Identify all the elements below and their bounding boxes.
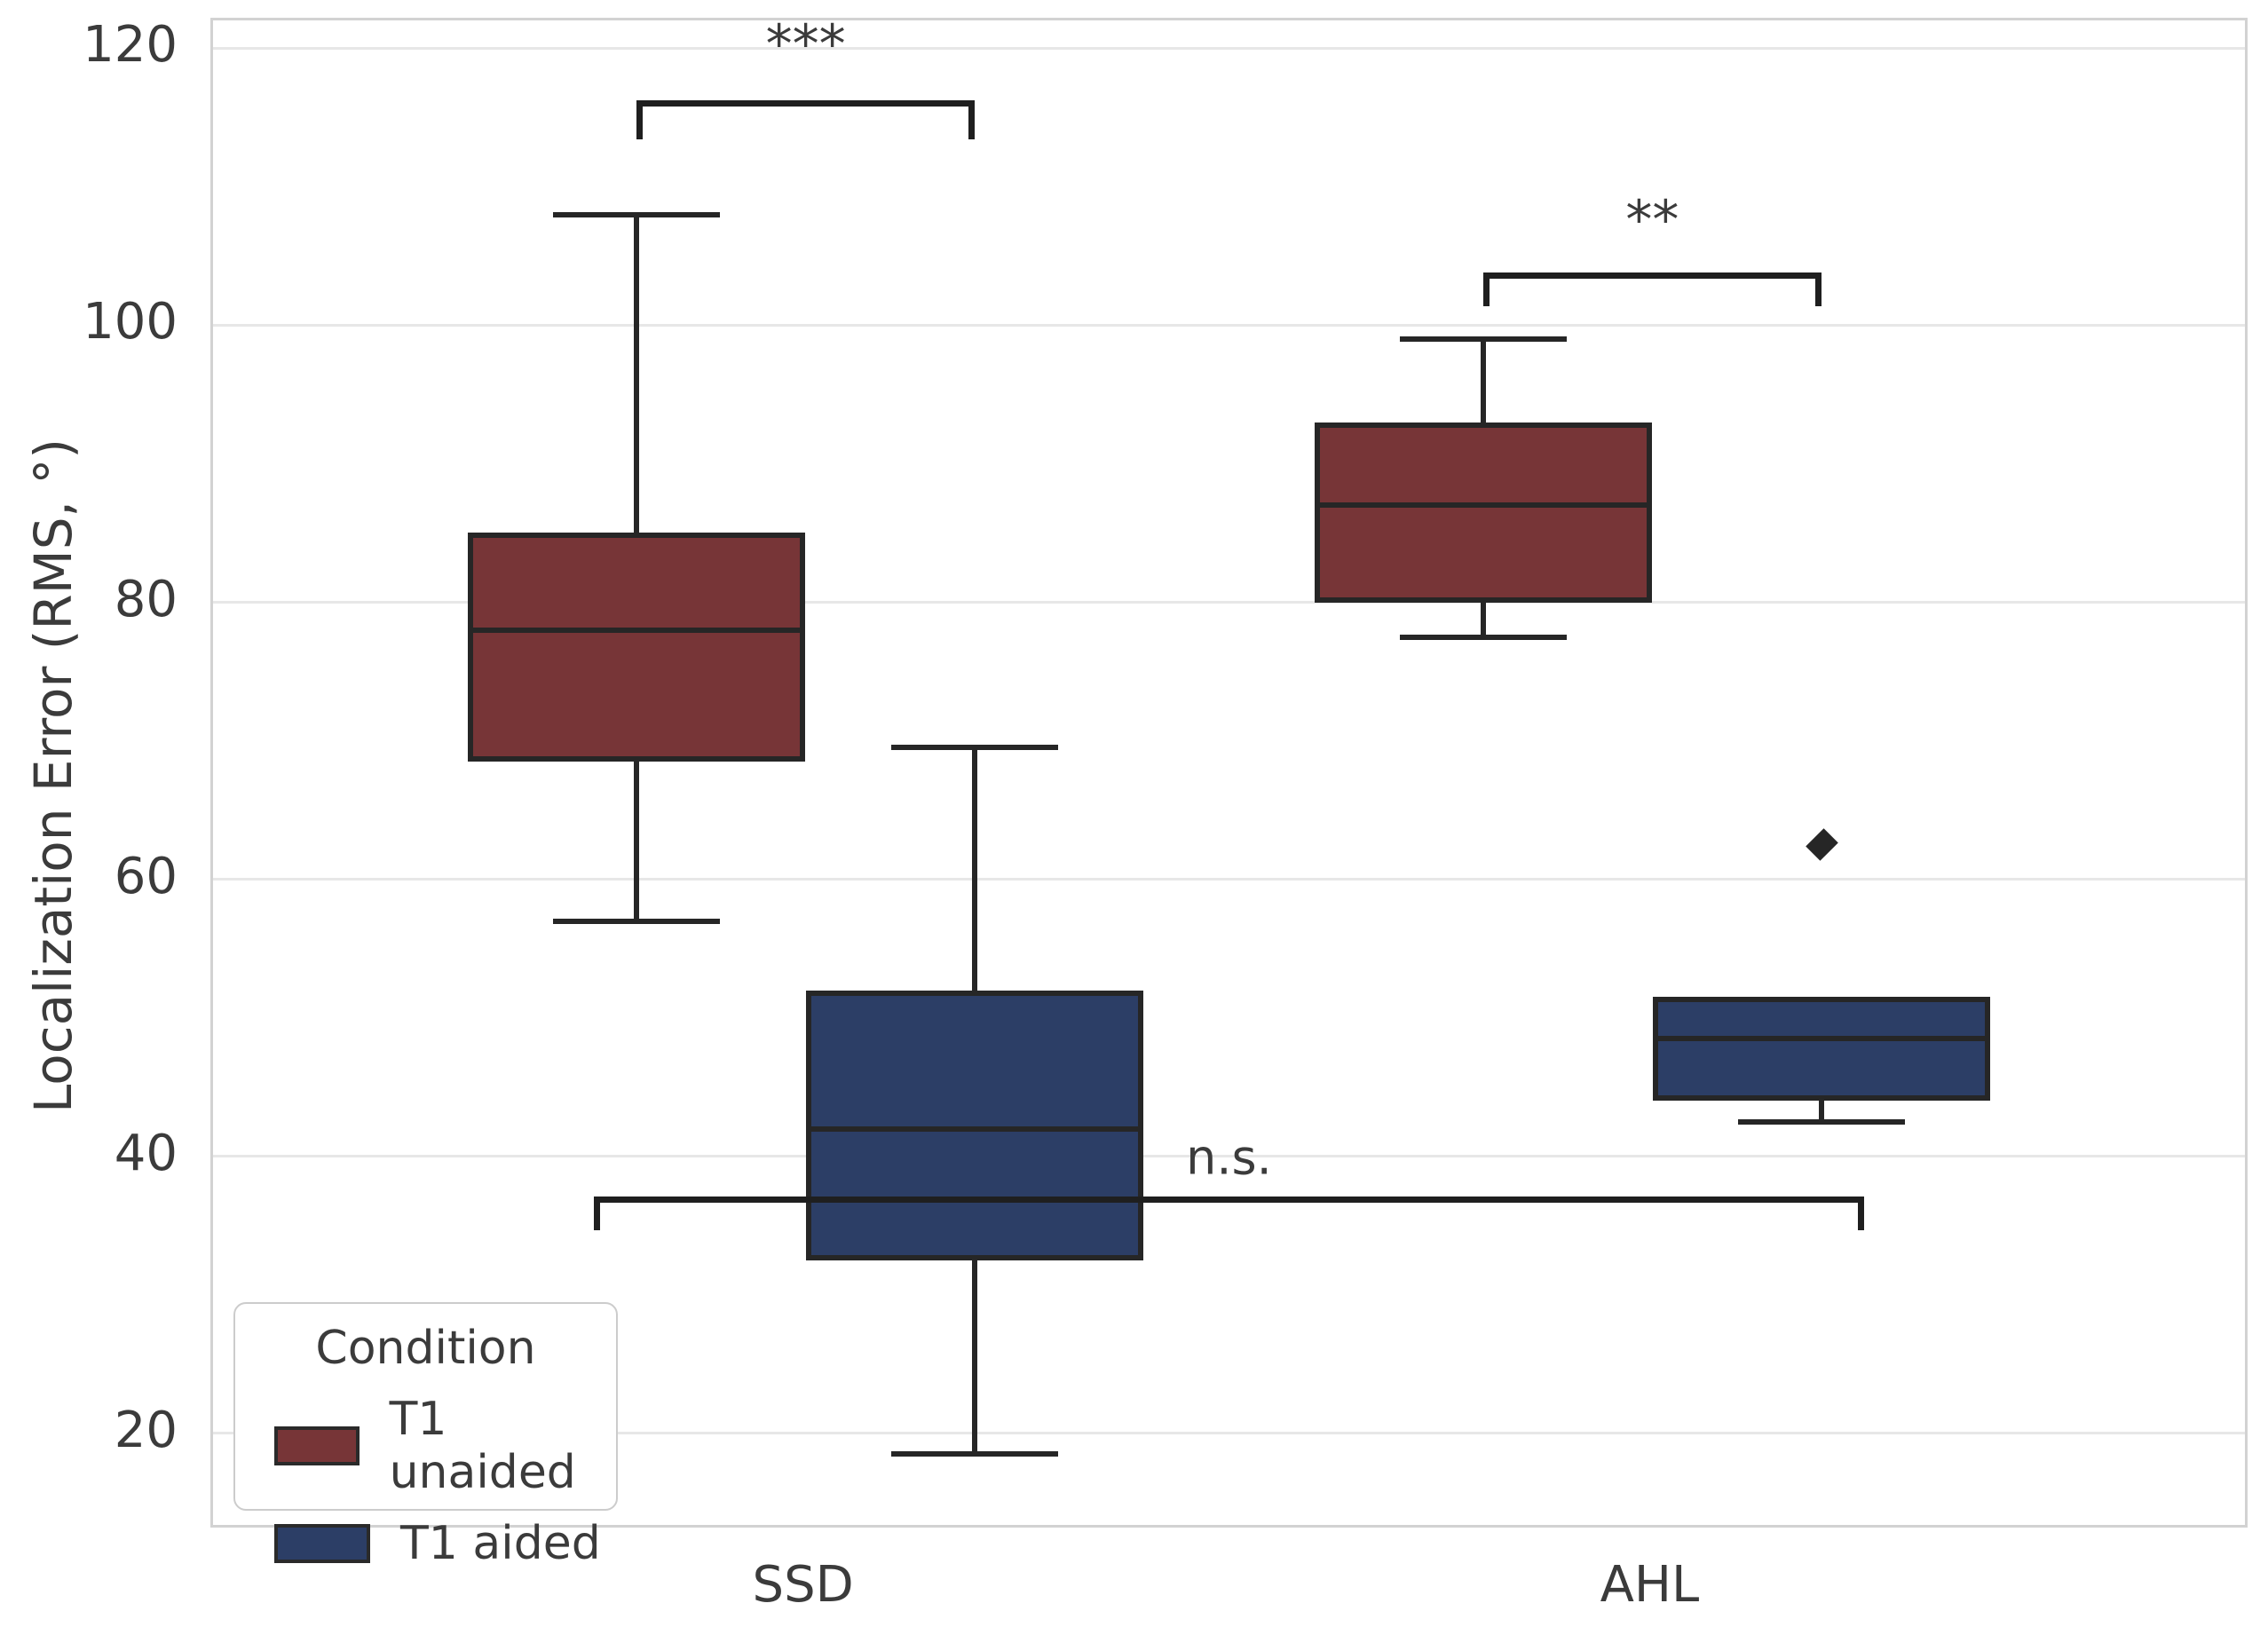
legend: Condition T1 unaided T1 aided [233, 1302, 618, 1570]
significance-tick-left [1482, 275, 1490, 306]
y-tick-label: 80 [114, 570, 178, 628]
significance-tick-left [594, 1199, 601, 1230]
whisker-cap-lower [1399, 634, 1567, 640]
whisker-cap-upper [1399, 336, 1567, 342]
significance-label: ** [1625, 188, 1679, 251]
y-tick-label: 20 [114, 1401, 178, 1459]
y-tick-label: 60 [114, 847, 178, 905]
median-line [806, 1125, 1144, 1132]
y-axis-label: Localization Error (RMS, °) [23, 438, 83, 1114]
whisker-cap-upper [552, 211, 720, 217]
significance-line [1482, 272, 1822, 279]
legend-title: Condition [315, 1322, 536, 1375]
significance-tick-right [968, 103, 976, 140]
gridline [213, 878, 2245, 881]
outlier-diamond [1805, 828, 1838, 861]
y-tick-label: 100 [83, 293, 178, 351]
x-tick-label-ahl: AHL [1600, 1556, 1700, 1614]
whisker-lower [1480, 602, 1486, 637]
legend-item-t1-aided: T1 aided [274, 1517, 616, 1570]
significance-line [594, 1196, 1864, 1203]
x-tick-label-ssd: SSD [752, 1556, 854, 1614]
box-rect [467, 533, 805, 762]
significance-label: n.s. [1186, 1129, 1272, 1186]
legend-item-t1-unaided: T1 unaided [274, 1393, 616, 1499]
whisker-lower [972, 1260, 978, 1455]
significance-tick-right [1857, 1199, 1864, 1230]
whisker-cap-lower [1738, 1118, 1906, 1125]
whisker-upper [633, 214, 639, 533]
median-line [467, 627, 805, 633]
plot-area: *** ** n.s. [210, 13, 2248, 1528]
whisker-cap-upper [891, 745, 1059, 751]
legend-swatch-t1-aided [274, 1524, 370, 1563]
whisker-lower [1819, 1101, 1825, 1122]
whisker-lower [633, 762, 639, 921]
gridline [213, 1155, 2245, 1158]
box-rect [1314, 422, 1652, 603]
y-tick-label: 120 [83, 16, 178, 75]
median-line [1653, 1036, 1991, 1042]
gridline [213, 601, 2245, 604]
median-line [1314, 502, 1652, 509]
legend-item-label: T1 aided [400, 1517, 601, 1570]
box-rect [806, 990, 1144, 1260]
whisker-cap-lower [552, 918, 720, 924]
legend-items: T1 unaided T1 aided [235, 1393, 616, 1570]
whisker-cap-lower [891, 1451, 1059, 1457]
significance-tick-right [1815, 275, 1822, 306]
gridline [213, 1432, 2245, 1435]
y-tick-label: 40 [114, 1124, 178, 1182]
significance-tick-left [636, 103, 643, 140]
gridline [213, 46, 2245, 50]
legend-swatch-t1-unaided [274, 1426, 360, 1465]
whisker-upper [1480, 338, 1486, 423]
legend-item-label: T1 unaided [389, 1393, 576, 1499]
whisker-upper [972, 747, 978, 991]
box-rect [1653, 997, 1991, 1102]
gridline [213, 323, 2245, 327]
significance-line [636, 100, 976, 107]
significance-label: *** [765, 12, 846, 75]
